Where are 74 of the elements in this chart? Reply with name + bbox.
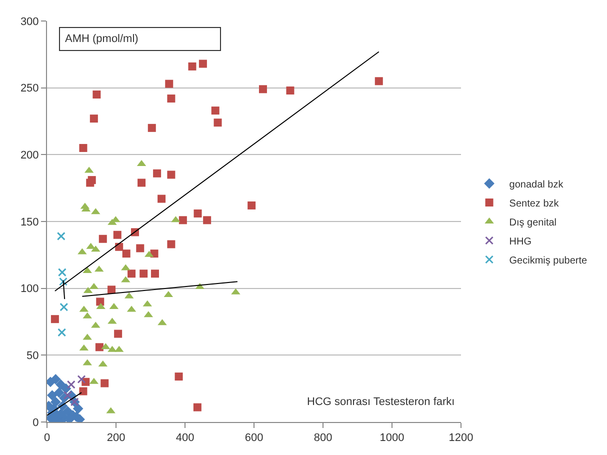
point: [47, 390, 58, 400]
y-tick-label: 0: [32, 416, 39, 429]
x-tick-label: 400: [176, 432, 194, 444]
point: [113, 230, 122, 239]
point: [174, 372, 183, 381]
point: [138, 178, 146, 187]
point: [374, 77, 383, 86]
point: [114, 330, 122, 338]
point: [50, 315, 59, 324]
point: [178, 216, 187, 224]
y-tick-label: 300: [20, 16, 39, 28]
point: [167, 94, 176, 103]
point: [86, 178, 94, 187]
point: [50, 396, 61, 408]
point: [167, 170, 176, 179]
point: [203, 216, 212, 224]
x-tick-label: 800: [314, 432, 332, 444]
y-tick-label: 50: [26, 350, 39, 362]
point: [96, 298, 104, 306]
point: [95, 343, 104, 352]
point: [98, 234, 107, 243]
point: [193, 403, 202, 412]
y-tick-label: 250: [20, 82, 39, 95]
point: [79, 144, 88, 152]
x-axis-title: HCG sonrası Testesteron farkı: [307, 396, 455, 408]
point: [150, 270, 159, 278]
point: [50, 374, 61, 384]
point: [136, 244, 144, 252]
point: [198, 60, 207, 68]
point: [66, 380, 76, 389]
point: [167, 240, 176, 248]
point: [58, 277, 68, 286]
point: [188, 62, 196, 70]
point: [58, 268, 66, 277]
point: [153, 169, 162, 178]
point: [286, 86, 294, 95]
point: [92, 90, 101, 99]
x-tick-label: 1200: [448, 432, 474, 444]
point: [54, 387, 64, 398]
point: [79, 387, 88, 396]
x-tick-label: 1000: [380, 432, 404, 444]
legend-label: Dış genital: [509, 217, 557, 228]
point: [211, 106, 220, 115]
legend-label: Gecikmiş puberte: [509, 255, 588, 266]
point: [60, 302, 68, 312]
point: [194, 209, 202, 218]
point: [158, 194, 166, 203]
point: [90, 114, 98, 123]
y-tick-label: 100: [20, 283, 39, 296]
point: [140, 270, 148, 278]
legend-label: HHG: [509, 236, 532, 248]
point: [60, 383, 72, 394]
x-tick-label: 0: [44, 432, 50, 444]
point: [148, 124, 156, 132]
point: [214, 118, 222, 127]
y-tick-label: 150: [20, 216, 39, 228]
point: [108, 286, 116, 294]
point: [128, 270, 136, 278]
point: [248, 201, 256, 210]
point: [56, 232, 66, 240]
point: [100, 379, 109, 388]
point: [258, 85, 267, 94]
point: [58, 328, 66, 337]
point: [72, 403, 84, 414]
x-tick-label: 200: [106, 432, 126, 444]
point: [63, 391, 72, 400]
point: [122, 250, 130, 258]
point: [165, 80, 174, 88]
y-axis-title: AMH (pmol/ml): [65, 33, 138, 45]
legend-label: Sentez bzk: [509, 198, 560, 210]
x-tick-label: 600: [244, 432, 264, 444]
point: [77, 374, 86, 384]
y-tick-label: 200: [20, 150, 39, 162]
legend-label: gonadal bzk: [509, 179, 564, 190]
